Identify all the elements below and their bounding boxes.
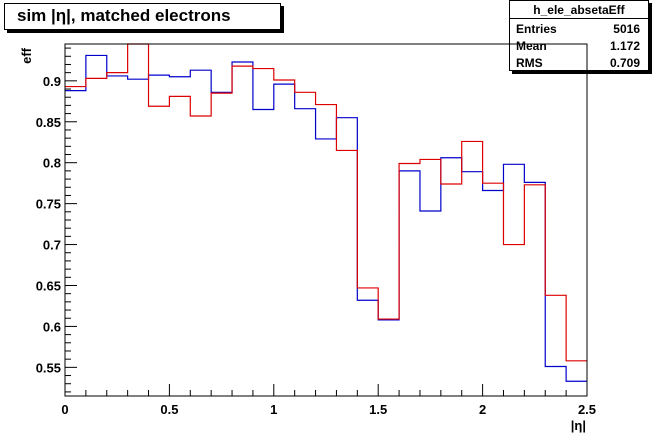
stats-label-rms: RMS [516, 56, 543, 70]
y-tick-label: 0.8 [43, 156, 61, 171]
stats-label-mean: Mean [516, 39, 547, 53]
y-tick-label: 0.55 [36, 360, 61, 375]
stats-value-mean: 1.172 [609, 39, 640, 53]
y-tick-label: 0.9 [43, 74, 61, 89]
stats-box: h_ele_absetaEff Entries 5016 Mean 1.172 … [509, 0, 649, 71]
x-axis-label: |η| [571, 418, 586, 433]
series-layer [65, 43, 587, 382]
series-line [65, 43, 587, 362]
plot-frame [64, 43, 588, 397]
y-tick-label: 0.7 [43, 238, 61, 253]
y-tick-label: 0.65 [36, 278, 61, 293]
stats-row-entries: Entries 5016 [516, 21, 640, 38]
stats-histogram-name: h_ele_absetaEff [510, 2, 648, 19]
plot-title: sim |η|, matched electrons [17, 6, 231, 25]
y-tick-label: 0.6 [43, 319, 61, 334]
x-tick-label: 1 [270, 402, 277, 417]
x-tick-label: 1.5 [369, 402, 387, 417]
title-box: sim |η|, matched electrons [4, 3, 281, 30]
y-tick-label: 0.85 [36, 115, 61, 130]
stats-value-entries: 5016 [613, 22, 640, 36]
y-axis-label: eff [19, 47, 34, 64]
series-1 [65, 43, 587, 362]
stats-row-mean: Mean 1.172 [516, 38, 640, 55]
x-tick-label: 2.5 [578, 402, 596, 417]
series-line [65, 54, 587, 382]
stats-row-rms: RMS 0.709 [516, 55, 640, 72]
axes-layer: 0.55 0.6 0.65 0.7 0.75 0.8 0.85 0.9 0 0.5 1 1.5 2 2.5 [36, 43, 596, 417]
series-0 [65, 54, 587, 382]
stats-label-entries: Entries [516, 22, 557, 36]
x-tick-label: 0.5 [160, 402, 178, 417]
x-tick-label: 0 [61, 402, 68, 417]
x-tick-label: 2 [479, 402, 486, 417]
y-tick-label: 0.75 [36, 197, 61, 212]
stats-value-rms: 0.709 [609, 56, 640, 70]
